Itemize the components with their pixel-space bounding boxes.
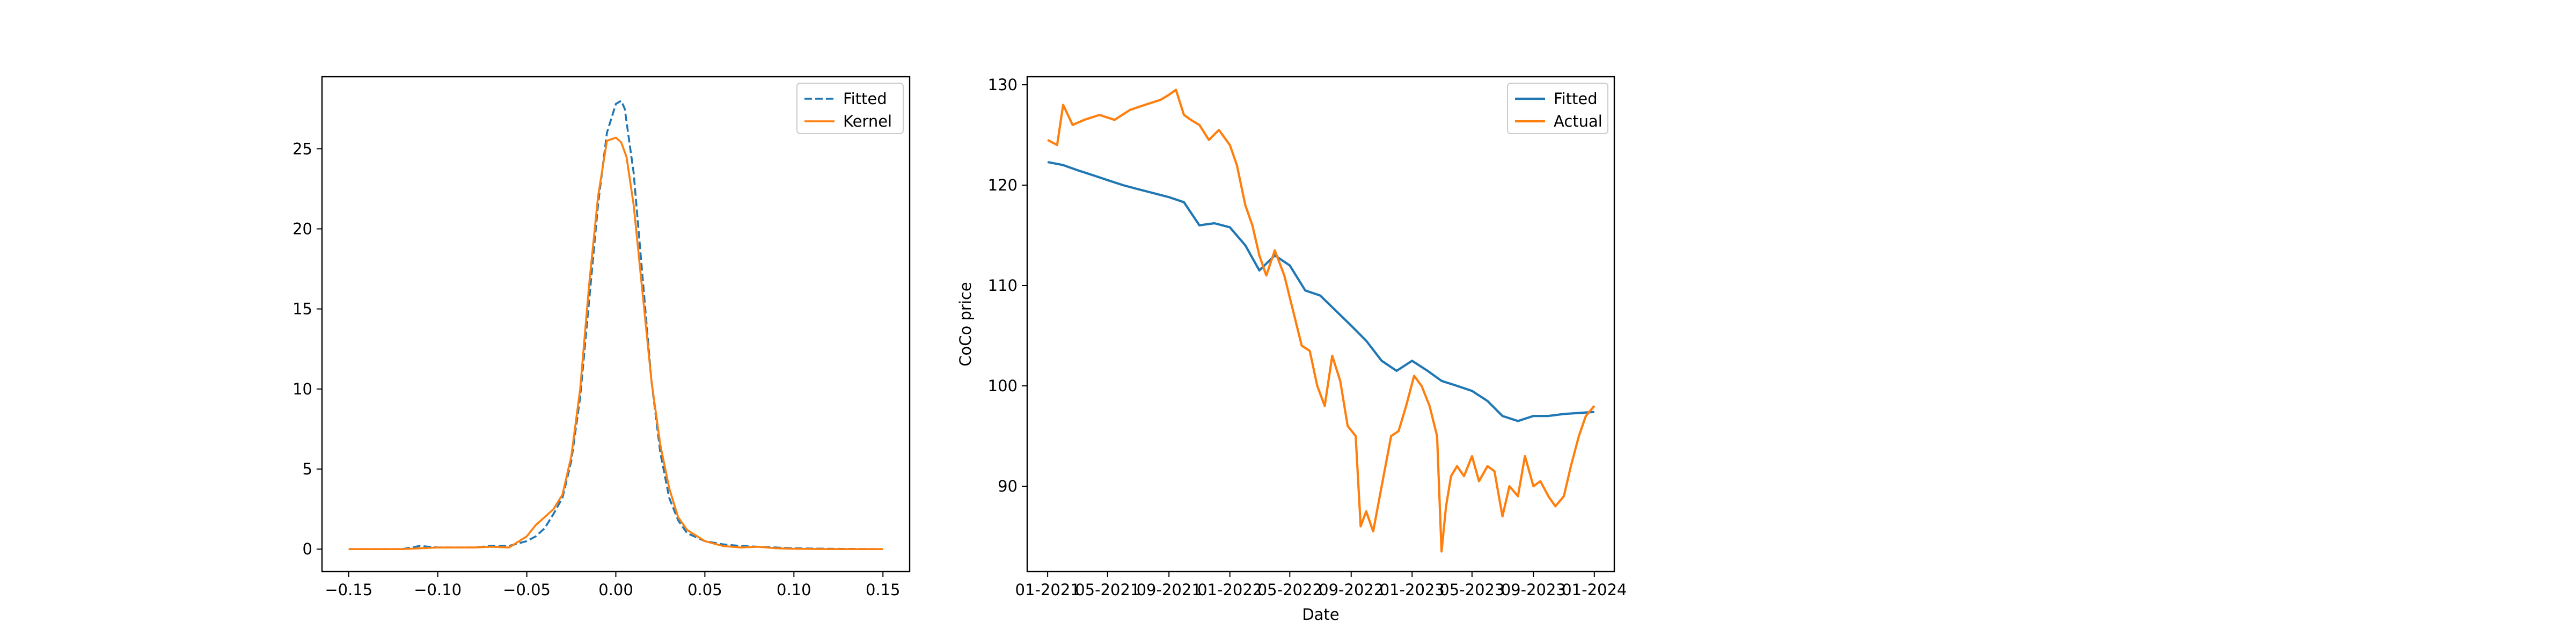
x-tick-label: 01-2022 bbox=[1197, 581, 1262, 599]
left-density-chart: −0.15 −0.10 −0.05 0.00 0.05 0.10 0.15 0 5 10 15 20 2… bbox=[292, 76, 911, 599]
legend-label-actual: Actual bbox=[1554, 112, 1602, 130]
legend: Fitted Kernel bbox=[796, 83, 904, 134]
x-tick-label: 05-2021 bbox=[1075, 581, 1140, 599]
x-tick-label: 05-2022 bbox=[1257, 581, 1322, 599]
y-tick-label: 25 bbox=[292, 140, 312, 158]
y-tick-label: 20 bbox=[292, 219, 312, 238]
axes-frame bbox=[1026, 76, 1615, 573]
x-tick-label: 0.05 bbox=[687, 581, 722, 599]
legend-label-fitted: Fitted bbox=[843, 90, 887, 108]
right-price-chart: Date CoCo price 01-202105-202109-202101-… bbox=[956, 76, 1627, 624]
legend: Fitted Actual bbox=[1507, 83, 1608, 134]
right-chart-y-label: CoCo price bbox=[956, 282, 975, 366]
legend-label-kernel: Kernel bbox=[843, 112, 892, 130]
y-tick-label: 130 bbox=[988, 76, 1018, 94]
series-line-fitted bbox=[1047, 160, 1594, 422]
legend-label-fitted: Fitted bbox=[1554, 90, 1598, 108]
y-tick-label: 90 bbox=[998, 477, 1018, 495]
x-tick-label: −0.15 bbox=[325, 581, 372, 599]
x-tick-label: 09-2022 bbox=[1319, 581, 1384, 599]
x-tick-label: 05-2023 bbox=[1439, 581, 1504, 599]
series-line-actual bbox=[1047, 89, 1596, 553]
series-line-kernel bbox=[348, 136, 883, 550]
x-tick-label: −0.05 bbox=[503, 581, 551, 599]
right-chart-x-label: Date bbox=[1302, 605, 1339, 624]
x-tick-label: 0.00 bbox=[598, 581, 633, 599]
y-tick-label: 100 bbox=[988, 377, 1018, 395]
y-tick-label: 120 bbox=[988, 176, 1018, 194]
x-tick-label: 01-2023 bbox=[1380, 581, 1445, 599]
y-tick-label: 5 bbox=[303, 460, 312, 478]
x-tick-label: 01-2021 bbox=[1015, 581, 1080, 599]
x-tick-label: 09-2021 bbox=[1137, 581, 1202, 599]
y-tick-label: 0 bbox=[303, 540, 312, 558]
x-tick-label: 09-2023 bbox=[1501, 581, 1566, 599]
y-tick-label: 15 bbox=[292, 300, 312, 318]
y-tick-label: 110 bbox=[988, 276, 1018, 295]
x-tick-label: 0.10 bbox=[777, 581, 811, 599]
x-tick-label: 01-2024 bbox=[1562, 581, 1627, 599]
x-tick-label: 0.15 bbox=[866, 581, 901, 599]
x-tick-label: −0.10 bbox=[414, 581, 462, 599]
y-tick-label: 10 bbox=[292, 380, 312, 398]
